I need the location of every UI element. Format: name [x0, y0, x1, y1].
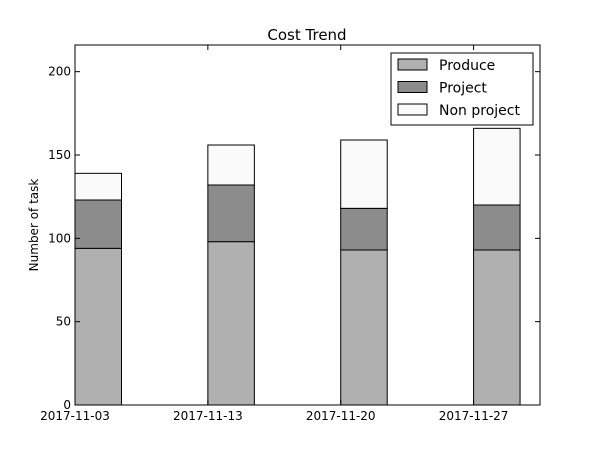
bar-produce-2017-11-20 — [340, 249, 388, 406]
y-tick-label: 150 — [48, 148, 71, 162]
bar-produce-2017-11-03 — [74, 247, 122, 406]
bar-non-project-2017-11-27 — [473, 127, 521, 206]
bar-project-2017-11-27 — [473, 204, 521, 251]
legend-swatch-produce — [397, 58, 428, 71]
y-tick-label: 100 — [48, 231, 71, 245]
x-tick-label: 2017-11-03 — [40, 409, 110, 423]
bar-project-2017-11-20 — [340, 207, 388, 251]
bar-produce-2017-11-27 — [473, 249, 521, 406]
legend-swatch-non-project — [397, 103, 428, 116]
y-tick-label: 0 — [63, 398, 71, 412]
plot-area-frame — [74, 44, 541, 406]
legend: Produce Project Non project — [390, 52, 534, 126]
ticks-layer: 0 50 100 150 200 2017-11-03 2017-11-13 2017-11-… — [40, 45, 540, 423]
y-axis-label: Number of task — [27, 179, 41, 272]
x-tick-label: 2017-11-27 — [439, 409, 509, 423]
bar-project-2017-11-03 — [74, 199, 122, 249]
legend-label: Non project — [439, 103, 520, 119]
legend-label: Project — [439, 81, 487, 97]
x-tick-label: 2017-11-20 — [306, 409, 376, 423]
bar-non-project-2017-11-13 — [207, 144, 255, 186]
legend-swatch-project — [397, 81, 428, 93]
bars-layer — [74, 127, 521, 406]
legend-label: Produce — [439, 58, 495, 74]
bar-non-project-2017-11-03 — [74, 172, 122, 201]
bar-produce-2017-11-13 — [207, 241, 255, 406]
chart-title: Cost Trend — [267, 26, 346, 44]
bar-non-project-2017-11-20 — [340, 139, 388, 209]
bar-project-2017-11-13 — [207, 184, 255, 243]
x-tick-label: 2017-11-13 — [173, 409, 243, 423]
y-tick-label: 50 — [56, 315, 71, 329]
y-tick-label: 200 — [48, 65, 71, 79]
